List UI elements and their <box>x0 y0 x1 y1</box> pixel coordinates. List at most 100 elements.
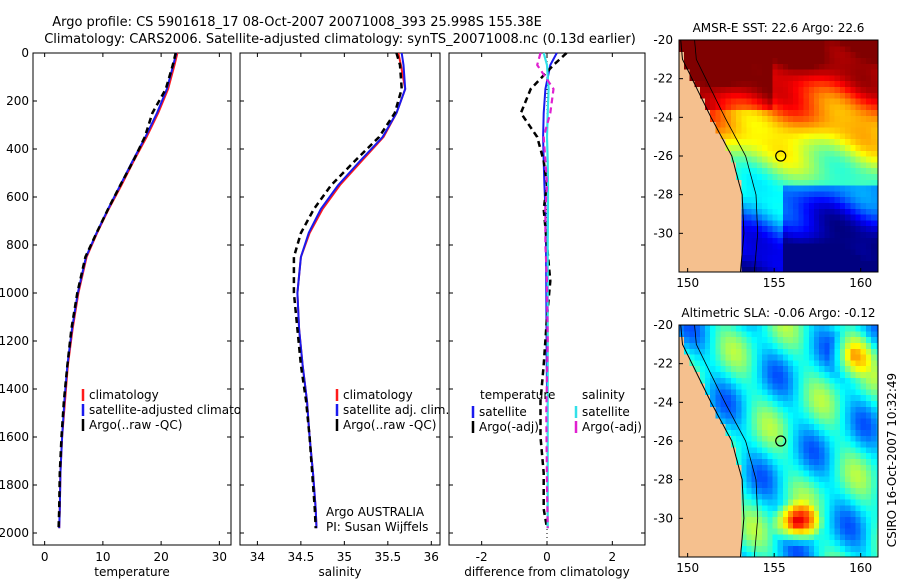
map-cell <box>689 231 696 238</box>
map-cell <box>850 412 857 419</box>
map-cell <box>715 150 722 157</box>
map-cell <box>772 150 779 157</box>
map-cell <box>767 144 774 151</box>
map-cell <box>860 138 867 145</box>
map-cell <box>751 196 758 203</box>
map-cell <box>720 86 727 93</box>
map-cell <box>834 57 841 64</box>
map-cell <box>855 429 862 436</box>
map-cell <box>689 98 696 105</box>
map-cell <box>788 208 794 215</box>
map-cell <box>788 144 794 151</box>
map-cell <box>679 109 685 116</box>
map-cell <box>710 475 716 483</box>
map-cell <box>824 510 831 517</box>
map-cell <box>751 423 758 430</box>
map-cell <box>715 132 722 140</box>
map-cell <box>694 522 701 529</box>
map-cell <box>829 406 836 413</box>
map-cell <box>788 231 794 238</box>
map-cell <box>684 493 690 500</box>
map-cell <box>829 493 836 500</box>
map-cell <box>689 138 696 145</box>
map-cell <box>834 74 841 82</box>
map-cell <box>845 173 851 180</box>
map-cell <box>751 354 758 361</box>
map-cell <box>865 109 872 116</box>
map-cell <box>803 342 810 349</box>
map-cell <box>684 499 690 506</box>
map-cell <box>788 545 794 552</box>
map-cell <box>850 499 857 506</box>
map-cell <box>694 254 701 261</box>
map-cell <box>710 127 716 134</box>
map-cell <box>715 481 722 488</box>
map-cell <box>730 365 737 372</box>
map-cell <box>684 510 690 517</box>
map-cell <box>814 388 820 396</box>
map-cell <box>798 69 805 76</box>
map-cell <box>860 103 867 111</box>
map-cell <box>788 196 794 203</box>
map-cell <box>788 342 794 349</box>
map-cell <box>715 254 722 261</box>
map-cell <box>679 74 685 82</box>
map-cell <box>679 487 685 494</box>
map-cell <box>741 167 748 174</box>
map-cell <box>798 51 805 58</box>
map-cell <box>746 225 753 232</box>
map-cell <box>679 528 685 535</box>
map-cell <box>720 446 727 454</box>
map-cell <box>808 74 815 82</box>
map-cell <box>767 481 774 488</box>
map-cell <box>689 551 696 557</box>
map-cell <box>845 237 851 244</box>
map-cell <box>730 74 737 82</box>
map-cell <box>710 481 716 488</box>
map-cell <box>767 98 774 105</box>
map-cell <box>850 248 857 256</box>
map-cell <box>699 254 706 261</box>
map-cell <box>845 219 851 227</box>
map-cell <box>699 551 706 557</box>
map-cell <box>855 202 862 209</box>
map-cell <box>689 417 696 425</box>
map-cell <box>705 86 711 93</box>
map-cell <box>793 354 799 361</box>
map-cell <box>850 493 857 500</box>
map-cell <box>819 383 825 390</box>
map-cell <box>679 400 685 407</box>
map-cell <box>808 57 815 64</box>
map-cell <box>824 481 831 488</box>
map-cell <box>834 452 841 459</box>
map-cell <box>736 127 742 134</box>
map-cell <box>684 423 690 430</box>
map-cell <box>705 528 711 535</box>
map-cell <box>782 412 789 419</box>
map-cell <box>772 493 779 500</box>
map-cell <box>798 179 805 186</box>
map-cell <box>829 330 836 338</box>
map-cell <box>793 237 799 244</box>
map-cell <box>725 173 732 180</box>
map-cell <box>689 225 696 232</box>
map-cell <box>829 150 836 157</box>
map-cell <box>699 45 706 53</box>
map-cell <box>720 150 727 157</box>
map-cell <box>741 493 748 500</box>
map-cell <box>793 388 799 396</box>
map-cell <box>860 330 867 338</box>
map-cell <box>741 196 748 203</box>
map-cell <box>808 225 815 232</box>
map-cell <box>782 342 789 349</box>
map-cell <box>782 208 789 215</box>
map-cell <box>824 144 831 151</box>
map-cell <box>756 400 763 407</box>
map-cell <box>777 167 784 174</box>
map-cell <box>725 458 732 465</box>
map-cell <box>694 359 701 367</box>
map-cell <box>772 74 779 82</box>
map-cell <box>751 173 758 180</box>
map-cell <box>710 248 716 256</box>
map-cell <box>725 354 732 361</box>
